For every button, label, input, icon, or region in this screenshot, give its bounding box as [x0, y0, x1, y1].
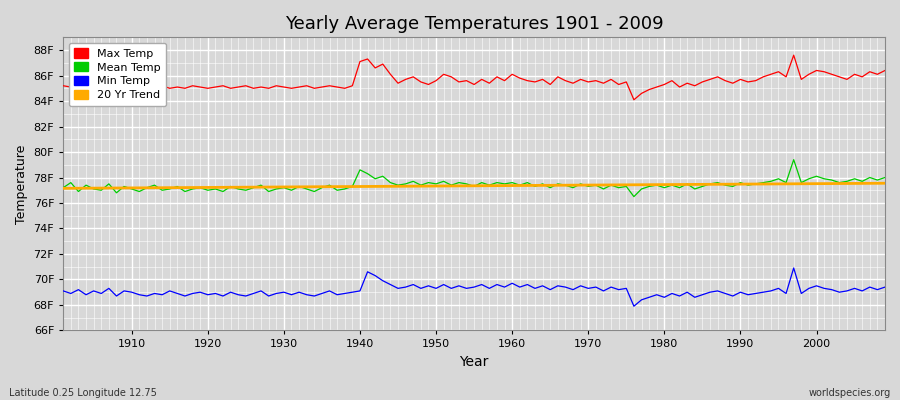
X-axis label: Year: Year	[459, 355, 489, 369]
Text: worldspecies.org: worldspecies.org	[809, 388, 891, 398]
Text: Latitude 0.25 Longitude 12.75: Latitude 0.25 Longitude 12.75	[9, 388, 157, 398]
Legend: Max Temp, Mean Temp, Min Temp, 20 Yr Trend: Max Temp, Mean Temp, Min Temp, 20 Yr Tre…	[68, 43, 166, 106]
Y-axis label: Temperature: Temperature	[15, 144, 28, 224]
Title: Yearly Average Temperatures 1901 - 2009: Yearly Average Temperatures 1901 - 2009	[284, 15, 663, 33]
